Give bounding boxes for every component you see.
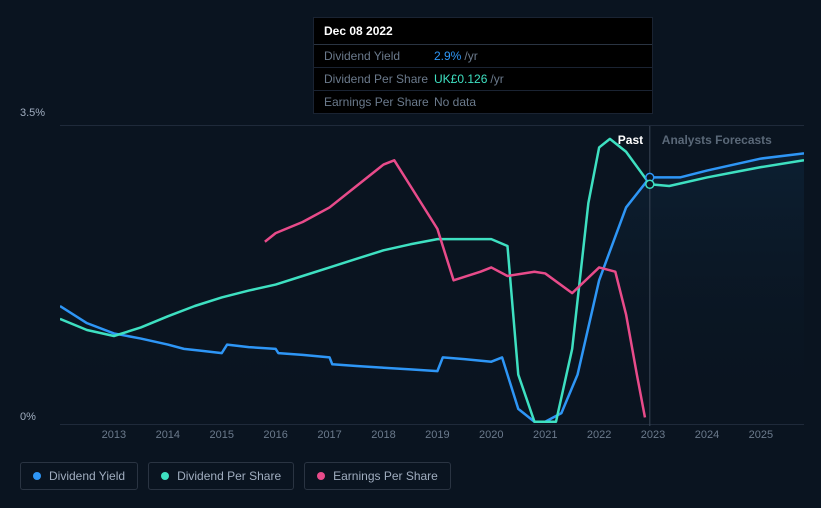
legend-item[interactable]: Dividend Per Share — [148, 462, 294, 490]
x-axis-tick-label: 2013 — [102, 429, 126, 441]
legend-color-dot — [33, 472, 41, 480]
x-axis-labels: 2013 2014 2015 2016 2017 2018 2019 2020 2021 2022… — [60, 429, 804, 445]
x-axis-tick-label: 2022 — [587, 429, 611, 441]
x-axis-tick-label: 2017 — [317, 429, 341, 441]
legend-item[interactable]: Dividend Yield — [20, 462, 138, 490]
tooltip-metric-value: UK£0.126 — [434, 72, 487, 86]
legend-color-dot — [161, 472, 169, 480]
x-axis-tick-label: 2019 — [425, 429, 449, 441]
tooltip-row: Dividend Per ShareUK£0.126/yr — [314, 68, 652, 91]
dividend-yield-area — [60, 153, 804, 426]
tooltip-metric-label: Earnings Per Share — [324, 95, 434, 109]
x-axis-tick-label: 2020 — [479, 429, 503, 441]
legend-label: Dividend Yield — [49, 469, 125, 483]
x-axis-tick-label: 2018 — [371, 429, 395, 441]
legend-label: Dividend Per Share — [177, 469, 281, 483]
x-axis-tick-label: 2025 — [749, 429, 773, 441]
tooltip-metric-label: Dividend Yield — [324, 49, 434, 63]
tooltip-date: Dec 08 2022 — [314, 18, 652, 45]
tooltip-row: Earnings Per ShareNo data — [314, 91, 652, 113]
tooltip-metric-value: 2.9% — [434, 49, 461, 63]
tooltip-metric-unit: /yr — [464, 49, 477, 63]
legend-color-dot — [317, 472, 325, 480]
x-axis-tick-label: 2014 — [156, 429, 180, 441]
x-axis-tick-label: 2021 — [533, 429, 557, 441]
hover-marker — [646, 180, 654, 188]
chart-legend: Dividend Yield Dividend Per Share Earnings… — [20, 462, 451, 490]
x-axis-tick-label: 2023 — [641, 429, 665, 441]
y-axis-max-label: 3.5% — [20, 107, 45, 119]
legend-label: Earnings Per Share — [333, 469, 438, 483]
chart-container: 3.5% 0% Past Analysts Forecasts 20132014… — [20, 105, 804, 445]
x-axis-tick-label: 2015 — [209, 429, 233, 441]
legend-item[interactable]: Earnings Per Share — [304, 462, 451, 490]
tooltip-row: Dividend Yield2.9%/yr — [314, 45, 652, 68]
x-axis-tick-label: 2016 — [263, 429, 287, 441]
tooltip-metric-label: Dividend Per Share — [324, 72, 434, 86]
chart-plot-area[interactable] — [60, 125, 804, 425]
tooltip-metric-unit: /yr — [490, 72, 503, 86]
y-axis-min-label: 0% — [20, 411, 36, 423]
tooltip-metric-value: No data — [434, 95, 476, 109]
chart-tooltip: Dec 08 2022 Dividend Yield2.9%/yrDividen… — [313, 17, 653, 114]
x-axis-tick-label: 2024 — [695, 429, 719, 441]
